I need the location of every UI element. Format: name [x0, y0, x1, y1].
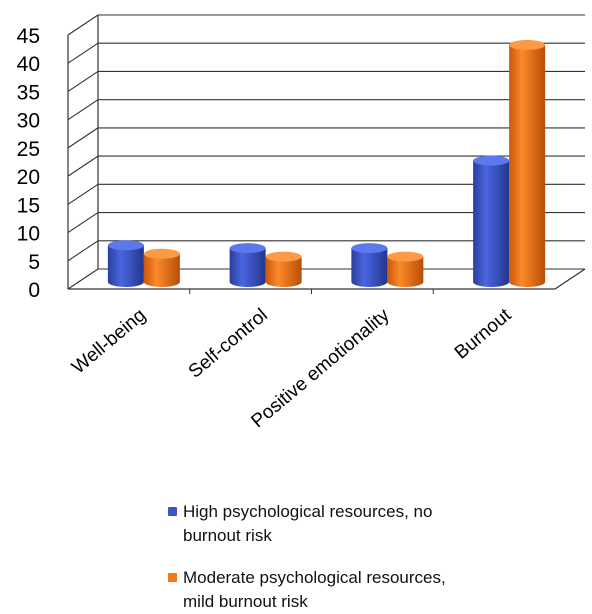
bar	[143, 248, 180, 287]
x-category-label: Self-control	[185, 305, 272, 383]
bar-body	[143, 253, 180, 287]
x-category-label: Burnout	[451, 304, 516, 363]
y-tick-label: 5	[28, 251, 40, 274]
bar	[229, 243, 266, 287]
bar-top	[229, 243, 266, 254]
y-tick-label: 45	[17, 25, 40, 48]
axes	[67, 15, 586, 294]
legend-label: Moderate psychological resources, mild b…	[183, 568, 446, 611]
bar-body	[473, 160, 510, 287]
y-tick-label: 30	[17, 110, 40, 133]
y-tick-label: 0	[28, 279, 40, 302]
legend-swatch-blue	[168, 507, 177, 516]
legend-label: High psychological resources, no burnout…	[183, 502, 433, 545]
legend-swatch-orange	[168, 573, 177, 582]
bar	[351, 243, 388, 287]
gridline-depth	[67, 183, 99, 205]
x-category-label: Positive emotionality	[247, 304, 394, 432]
bar-top	[473, 155, 510, 166]
legend-item-series-2: Moderate psychological resources, mild b…	[168, 566, 453, 614]
gridline-depth	[67, 212, 99, 234]
bar-body	[107, 245, 144, 287]
gridline-depth	[67, 42, 99, 64]
y-tick-label: 25	[17, 138, 40, 161]
x-axis-depth	[554, 268, 586, 290]
y-tick-label: 20	[17, 166, 40, 189]
gridline-depth	[67, 268, 99, 290]
gridline-depth	[67, 14, 99, 36]
bar-top	[265, 251, 302, 262]
bar-body	[509, 44, 546, 287]
x-category-label: Well-being	[68, 305, 150, 379]
bar-body	[229, 248, 266, 287]
gridlines	[67, 14, 585, 290]
y-tick-label: 40	[17, 53, 40, 76]
gridline-depth	[67, 127, 99, 149]
bar	[265, 251, 302, 287]
bar-top	[387, 251, 424, 262]
bar-top	[509, 39, 546, 50]
bar-body	[351, 248, 388, 287]
legend-item-series-1: High psychological resources, no burnout…	[168, 500, 453, 548]
gridline-depth	[67, 155, 99, 177]
bar	[107, 240, 144, 287]
bar-top	[143, 248, 180, 259]
bar	[473, 155, 510, 287]
y-tick-label: 15	[17, 194, 40, 217]
bar-top	[351, 243, 388, 254]
bar-top	[107, 240, 144, 251]
bar	[509, 39, 546, 287]
gridline-depth	[67, 240, 99, 262]
gridline-depth	[67, 99, 99, 121]
axis-labels: 0 5 10 15 20 25 30 35 40 45 Well-being Self-control…	[17, 25, 516, 432]
gridline-depth	[67, 70, 99, 92]
bar-body	[265, 256, 302, 287]
bar	[387, 251, 424, 287]
bar-body	[387, 256, 424, 287]
bars	[107, 39, 546, 287]
y-tick-label: 35	[17, 81, 40, 104]
bar-chart: 0 5 10 15 20 25 30 35 40 45 Well-being Self-control…	[17, 14, 586, 432]
y-tick-label: 10	[17, 223, 40, 246]
